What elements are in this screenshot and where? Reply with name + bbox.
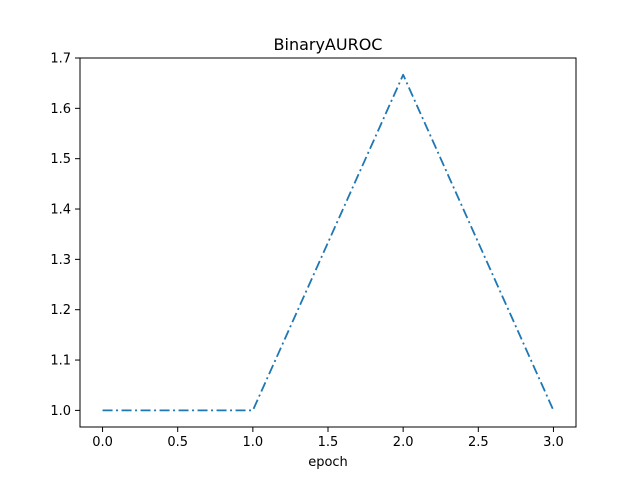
x-tick-label-4: 2.0 xyxy=(393,435,414,450)
y-axis-ticks: 1.0 1.1 1.2 1.3 1.4 1.5 1.6 1.7 xyxy=(50,52,80,419)
x-tick-label-0: 0.0 xyxy=(92,435,113,450)
series-group xyxy=(102,73,555,412)
y-tick-label-4: 1.4 xyxy=(50,203,71,218)
x-tick-label-5: 2.5 xyxy=(468,435,489,450)
x-tick-label-1: 0.5 xyxy=(167,435,188,450)
x-tick-label-3: 1.5 xyxy=(318,435,339,450)
chart-title: BinaryAUROC xyxy=(274,35,383,54)
x-tick-label-2: 1.0 xyxy=(243,435,264,450)
y-tick-label-6: 1.6 xyxy=(50,102,71,117)
y-tick-label-1: 1.1 xyxy=(50,354,71,369)
x-axis-label: epoch xyxy=(308,455,348,470)
y-tick-label-0: 1.0 xyxy=(50,404,71,419)
y-tick-label-5: 1.5 xyxy=(50,152,71,167)
y-tick-label-2: 1.2 xyxy=(50,303,71,318)
x-axis-ticks: 0.0 0.5 1.0 1.5 2.0 2.5 3.0 xyxy=(92,427,564,450)
y-tick-label-3: 1.3 xyxy=(50,253,71,268)
y-tick-label-7: 1.7 xyxy=(50,52,71,67)
x-tick-label-6: 3.0 xyxy=(543,435,564,450)
